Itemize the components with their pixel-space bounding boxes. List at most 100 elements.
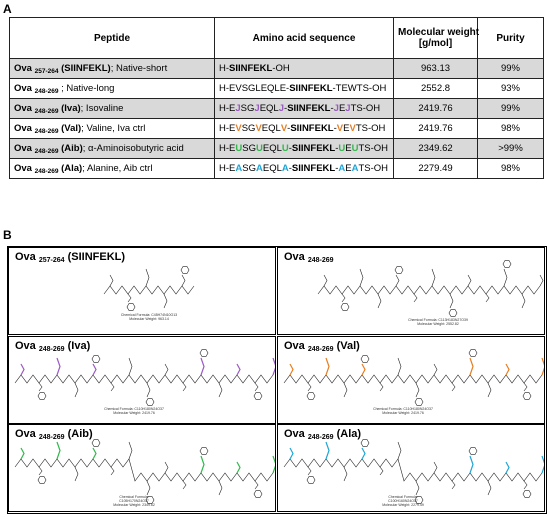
structure-range: 257-264 xyxy=(38,257,65,264)
sequence-part: SIINFEKL xyxy=(291,163,336,174)
modified-residue-bond xyxy=(92,363,97,375)
peptide-cell: Ova 248-269 (Ala); Alanine, Aib ctrl xyxy=(9,158,215,179)
sequence-part: V xyxy=(255,123,262,134)
structure-cell: Ova 248-269 Chemical Formula: C113H183N27… xyxy=(277,247,545,335)
peptide-range: 248-269 xyxy=(34,127,59,135)
aromatic-ring xyxy=(340,303,350,311)
structure-name: Ova xyxy=(284,251,308,263)
side-chain-bond xyxy=(415,480,420,496)
modified-residue-bond xyxy=(325,441,330,460)
aromatic-ring xyxy=(253,490,263,498)
table-row: Ova 248-269 (Aib); α-Aminoisobutyric aci… xyxy=(9,138,544,159)
sequence-part: U xyxy=(255,143,263,154)
sequence-part: H-E xyxy=(219,103,236,114)
aromatic-ring xyxy=(522,490,532,498)
formula-text: Chemical Formula: C100H160N24O37 xyxy=(388,495,418,503)
modified-residue-bond xyxy=(20,447,25,460)
molecular-weight-text: Molecular Weight: 2419.76 xyxy=(113,410,155,415)
modified-residue-bond xyxy=(505,461,510,474)
side-chain-bond xyxy=(487,480,492,496)
side-chain-bond xyxy=(485,293,490,303)
mw-cell: 2279.49 xyxy=(393,158,478,179)
side-chain-bond xyxy=(182,382,187,391)
backbone-bond xyxy=(14,374,274,383)
modified-residue-bond xyxy=(289,363,294,375)
molecule-structure xyxy=(14,348,275,406)
sequence-part: H- xyxy=(219,63,230,74)
sequence-part: U xyxy=(351,143,359,154)
modified-residue-bond xyxy=(272,357,275,375)
side-chain-bond xyxy=(341,293,346,303)
sequence-part: A xyxy=(255,163,263,174)
sequence-part: SG xyxy=(241,123,256,134)
side-chain-bond xyxy=(523,480,528,490)
side-chain-bond xyxy=(449,293,454,309)
modified-residue-bond xyxy=(56,357,61,375)
peptide-suffix: (Ala) xyxy=(58,162,83,174)
sequence-cell: H-SIINFEKL-OH xyxy=(214,58,394,79)
side-chain-bond xyxy=(164,461,169,474)
aromatic-ring xyxy=(306,391,316,400)
molecule-structure xyxy=(14,439,275,504)
aromatic-ring xyxy=(414,496,424,504)
sequence-part: H-E xyxy=(219,143,236,154)
sequence-part: A xyxy=(235,163,243,174)
structure-suffix: (Val) xyxy=(333,339,360,352)
peptide-cell: Ova 257-264 (SIINFEKL); Native-short xyxy=(9,58,215,79)
aromatic-ring xyxy=(360,354,370,363)
sequence-part: U xyxy=(235,143,243,154)
side-chain-bond xyxy=(433,363,438,375)
sequence-part: E xyxy=(338,103,346,114)
modified-residue-bond xyxy=(505,363,510,375)
structure-range: 248-269 xyxy=(307,257,334,264)
sequence-part: TS-OH xyxy=(350,103,381,114)
sequence-cell: H-EVSGLEQLE-SIINFEKL-TEWTS-OH xyxy=(214,78,394,99)
side-chain-bond xyxy=(110,382,115,391)
table-row: Ova 248-269 (Ala); Alanine, Aib ctrl H-EA… xyxy=(9,158,544,179)
sequence-part: -OH xyxy=(272,63,290,74)
sequence-part: V xyxy=(280,123,288,134)
peptide-suffix: (SIINFEKL) xyxy=(58,62,111,74)
structure-cell: Ova 248-269 (Aib) Chemical Formula: C105H… xyxy=(8,424,276,512)
side-chain-bond xyxy=(109,274,114,287)
peptide-suffix: (Iva) xyxy=(58,102,81,114)
purity-cell: >99% xyxy=(477,138,544,159)
sequence-part: E xyxy=(343,123,350,134)
side-chain-bond xyxy=(110,466,115,476)
sequence-part: SIINFEKL xyxy=(229,63,273,74)
modified-residue-bond xyxy=(325,357,330,375)
structure-formula: Chemical Formula: C45H74N10O13 Molecular … xyxy=(119,313,179,321)
table-row: Ova 248-269 (Val); Valine, Iva ctrl H-EVS… xyxy=(9,118,544,139)
side-chain-bond xyxy=(415,382,420,397)
molecule-structure xyxy=(317,260,544,317)
side-chain-bond xyxy=(254,382,259,391)
sequence-part: - xyxy=(335,163,339,174)
sequence-part: TS-OH xyxy=(358,163,389,174)
side-chain-bond xyxy=(359,268,364,287)
sequence-part: - xyxy=(335,143,339,154)
molecular-weight-text: Molecular Weight: 2552.82 xyxy=(417,322,459,326)
formula-text: Chemical Formula: C110H180N24O37 xyxy=(104,406,164,411)
backbone-bond xyxy=(14,458,274,482)
modified-residue-bond xyxy=(20,363,25,375)
aromatic-ring xyxy=(199,348,209,357)
side-chain-bond xyxy=(146,382,151,397)
side-chain-bond xyxy=(128,357,133,375)
modified-residue-bond xyxy=(469,455,474,474)
structure-name: Ova xyxy=(284,339,308,352)
structure-suffix: (Ala) xyxy=(333,428,362,440)
molecular-weight-text: Molecular Weight: 2279.49 xyxy=(382,503,424,507)
peptide-cell: Ova 248-269 (Iva); Isovaline xyxy=(9,98,215,119)
panel-label-a: A xyxy=(3,2,12,16)
structure-formula: Chemical Formula: C110H180N24O37 Molecula… xyxy=(373,407,433,415)
aromatic-ring xyxy=(522,391,532,400)
structure-title: Ova 248-269 (Val) xyxy=(284,340,360,353)
sequence-part: SIINFEKL xyxy=(291,143,336,154)
side-chain-bond xyxy=(521,293,526,309)
side-chain-bond xyxy=(38,466,43,476)
formula-text: Chemical Formula: C113H183N27O39 xyxy=(408,318,468,322)
header-purity: Purity xyxy=(477,17,544,59)
peptide-suffix: (Val) xyxy=(58,122,82,134)
side-chain-bond xyxy=(451,480,456,490)
structure-range: 248-269 xyxy=(307,434,334,441)
